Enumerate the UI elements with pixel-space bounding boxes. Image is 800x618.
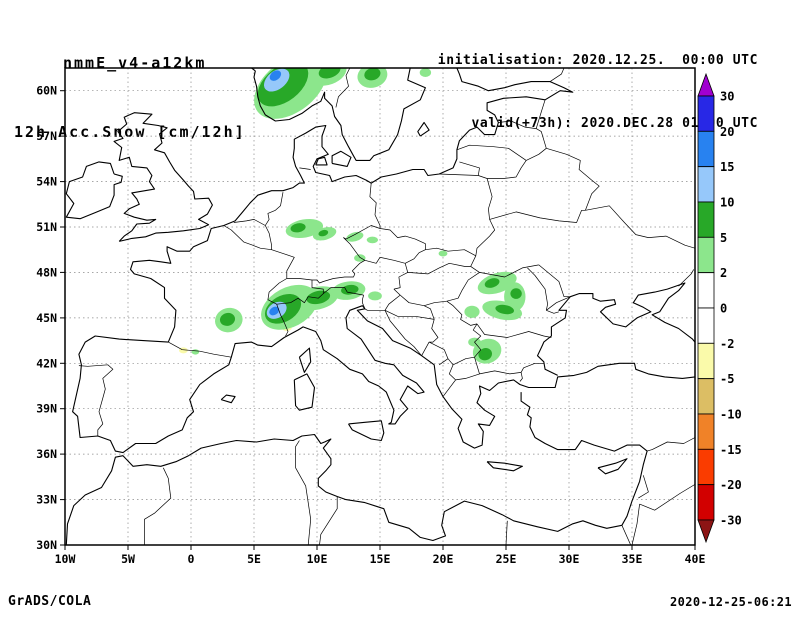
graticule bbox=[65, 68, 695, 545]
colorbar-arrow-top bbox=[697, 72, 715, 97]
colorbar-segment bbox=[697, 484, 715, 521]
colorbar-tick-label: 10 bbox=[720, 196, 734, 210]
colorbar-segment bbox=[697, 130, 715, 168]
creation-timestamp: 2020-12-25-06:21 bbox=[670, 595, 792, 609]
colorbar-segment bbox=[697, 413, 715, 450]
y-tick-label: 45N bbox=[36, 311, 57, 325]
x-tick-label: 0 bbox=[188, 552, 195, 566]
colorbar-tick-label: 2 bbox=[720, 266, 727, 280]
colorbar-tick-label: -15 bbox=[720, 443, 742, 457]
colorbar-segment bbox=[697, 342, 715, 379]
y-tick-label: 39N bbox=[36, 402, 57, 416]
y-tick-label: 54N bbox=[36, 175, 57, 189]
y-axis-labels: 30N 33N 36N 39N 42N 45N 48N 51N 54N 57N 60N bbox=[36, 84, 65, 552]
colorbar-tick-label: 15 bbox=[720, 160, 734, 174]
colorbar-segment bbox=[697, 272, 715, 309]
colorbar-tick-label: 0 bbox=[720, 302, 727, 316]
x-tick-label: 25E bbox=[496, 552, 517, 566]
x-tick-label: 5E bbox=[247, 552, 261, 566]
colorbar-tick-label: -2 bbox=[720, 337, 734, 351]
y-tick-label: 42N bbox=[36, 356, 57, 370]
colorbar-tick-label: 5 bbox=[720, 231, 727, 245]
x-tick-label: 10W bbox=[55, 552, 76, 566]
colorbar-segment bbox=[697, 95, 715, 132]
colorbar-segment bbox=[697, 166, 715, 203]
colorbar-segment bbox=[697, 378, 715, 415]
y-tick-label: 60N bbox=[36, 84, 57, 98]
colorbar-tick-label: -10 bbox=[720, 408, 742, 422]
y-tick-label: 51N bbox=[36, 220, 57, 234]
colorbar-tick-label: 30 bbox=[720, 90, 734, 104]
x-tick-label: 30E bbox=[559, 552, 580, 566]
colorbar-segment bbox=[697, 307, 715, 344]
colorbar-tick-label: -20 bbox=[720, 478, 742, 492]
x-tick-label: 10E bbox=[307, 552, 328, 566]
colorbar-tick-label: -5 bbox=[720, 372, 734, 386]
x-axis-labels: 10W 5W 0 5E 10E 15E 20E 25E 30E 35E 40E bbox=[55, 545, 706, 566]
grads-credit: GrADS/COLA bbox=[8, 594, 92, 609]
coastlines bbox=[65, 68, 695, 545]
x-tick-label: 5W bbox=[121, 552, 135, 566]
y-tick-label: 57N bbox=[36, 129, 57, 143]
country-borders bbox=[78, 68, 695, 545]
x-tick-label: 35E bbox=[622, 552, 643, 566]
x-tick-label: 15E bbox=[370, 552, 391, 566]
y-tick-label: 30N bbox=[36, 538, 57, 552]
x-tick-label: 40E bbox=[685, 552, 706, 566]
y-tick-label: 33N bbox=[36, 493, 57, 507]
colorbar-segment bbox=[697, 201, 715, 238]
y-tick-label: 36N bbox=[36, 447, 57, 461]
x-tick-label: 20E bbox=[433, 552, 454, 566]
y-tick-label: 48N bbox=[36, 265, 57, 279]
colorbar-arrow-bottom bbox=[697, 519, 715, 544]
colorbar-segment bbox=[697, 448, 715, 485]
colorbar-tick-label: 20 bbox=[720, 125, 734, 139]
colorbar-tick-label: -30 bbox=[720, 514, 742, 528]
init-time: initialisation: 2020.12.25. 00:00 UTC bbox=[437, 53, 758, 68]
snow-shading bbox=[179, 68, 526, 364]
colorbar-segment bbox=[697, 236, 715, 274]
colorbar bbox=[697, 72, 715, 544]
